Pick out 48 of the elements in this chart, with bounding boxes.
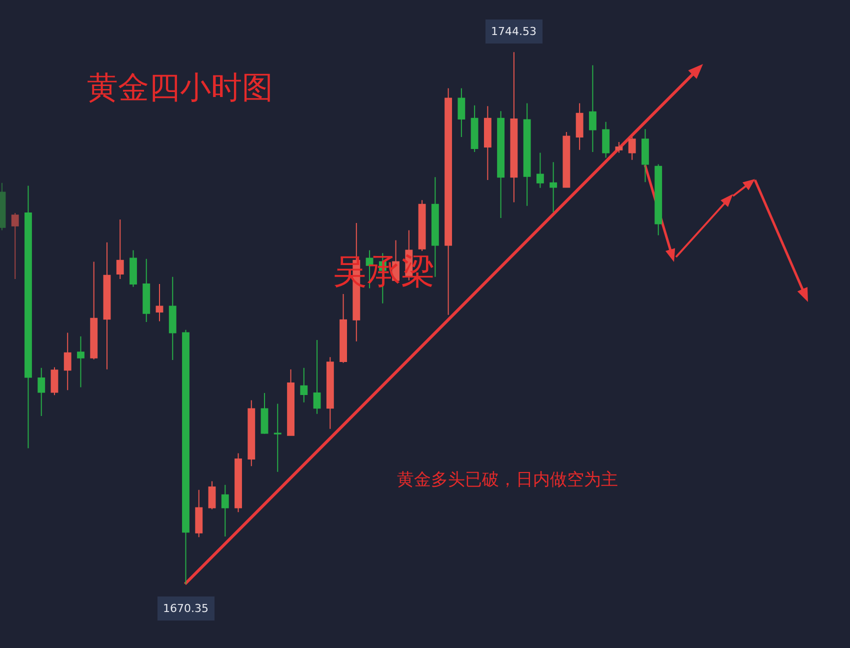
candlestick — [116, 218, 124, 280]
candlestick — [77, 336, 84, 388]
candlestick — [182, 329, 190, 585]
candlestick — [50, 366, 58, 396]
candlestick — [38, 367, 46, 416]
candlestick — [287, 368, 294, 436]
candlestick — [142, 258, 150, 323]
candlestick — [562, 131, 570, 188]
candlestick — [248, 400, 256, 467]
candlestick — [234, 452, 242, 513]
candlestick — [130, 250, 137, 288]
annotation: 1744.53 — [491, 25, 536, 38]
candlestick — [550, 162, 558, 213]
candlestick — [615, 142, 623, 154]
candlestick — [628, 136, 636, 160]
candlestick — [458, 88, 466, 138]
annotation: 1670.35 — [163, 602, 208, 615]
candlestick — [274, 403, 282, 472]
candlestick — [300, 367, 308, 403]
text: 黄金四小时图 — [87, 70, 273, 106]
candlestick — [168, 276, 176, 361]
candlestick — [523, 102, 531, 206]
candlestick — [326, 356, 334, 430]
candlestick — [24, 185, 32, 449]
candlestick — [208, 480, 216, 510]
candlestick — [576, 102, 584, 150]
candlestick — [313, 339, 321, 414]
candlestick — [418, 200, 426, 252]
candlestick — [470, 104, 478, 153]
candlestick — [195, 489, 203, 538]
candlestick — [103, 242, 111, 370]
candlestick — [90, 261, 98, 360]
candlestick — [642, 128, 649, 183]
candlestick — [602, 121, 610, 158]
annotation: 黄金多头已破，日内做空为主 — [397, 470, 618, 490]
candlestick — [654, 164, 662, 236]
candlestick — [444, 88, 452, 316]
candlestick — [536, 152, 544, 188]
candlestick — [588, 64, 596, 153]
candlestick — [497, 110, 505, 219]
candlestick — [11, 212, 19, 280]
candlestick — [510, 52, 518, 203]
candlestick — [221, 484, 229, 537]
candlestick — [260, 392, 268, 434]
candlestick — [340, 294, 347, 364]
candlestick — [484, 106, 492, 181]
candlestick — [64, 332, 72, 391]
candlestick — [156, 284, 164, 322]
